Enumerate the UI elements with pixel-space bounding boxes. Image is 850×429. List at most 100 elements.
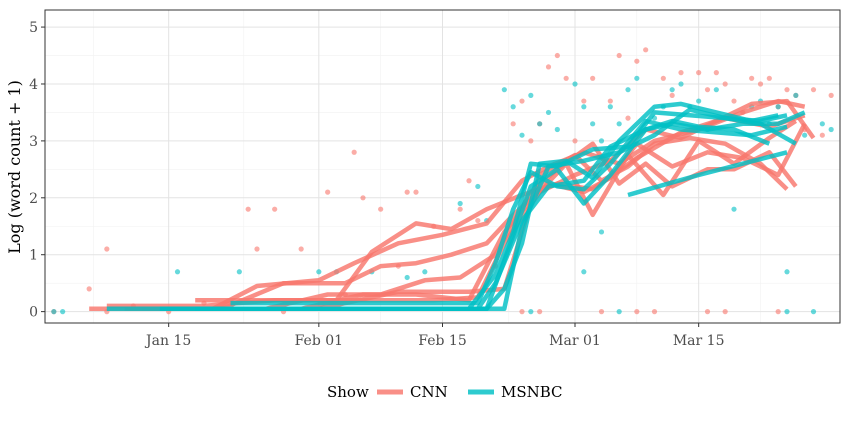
data-point-msnbc <box>634 75 640 81</box>
data-point-cnn <box>651 309 658 315</box>
series-line-msnbc <box>212 118 771 312</box>
data-point-cnn <box>298 246 304 252</box>
y-axis-title: Log (word count + 1) <box>5 80 24 254</box>
data-point-cnn <box>537 309 543 315</box>
data-point-cnn <box>616 52 622 59</box>
legend-label-msnbc: MSNBC <box>501 383 563 401</box>
data-point-msnbc <box>793 92 799 98</box>
x-tick-label: Mar 01 <box>549 333 601 349</box>
data-point-msnbc <box>554 126 560 133</box>
x-tick-label: Feb 15 <box>418 333 466 349</box>
data-point-msnbc <box>598 229 605 235</box>
legend: Show CNN MSNBC <box>327 383 563 401</box>
data-point-cnn <box>598 309 605 315</box>
data-point-cnn <box>634 58 640 64</box>
data-point-msnbc <box>510 104 516 110</box>
y-tick-label: 3 <box>29 134 38 150</box>
data-point-msnbc <box>616 121 622 127</box>
data-point-msnbc <box>607 104 613 110</box>
data-point-cnn <box>757 81 764 87</box>
data-point-cnn <box>669 92 675 98</box>
data-point-cnn <box>457 206 463 212</box>
data-point-cnn <box>704 309 711 315</box>
data-point-cnn <box>378 206 384 212</box>
data-point-cnn <box>572 138 578 144</box>
data-point-msnbc <box>404 274 410 281</box>
data-point-cnn <box>413 189 419 195</box>
data-point-cnn <box>528 138 534 144</box>
data-point-msnbc <box>501 87 507 93</box>
data-point-msnbc <box>598 138 605 144</box>
data-point-msnbc <box>828 126 834 133</box>
x-axis: Jan 15 Feb 01 Feb 15 Mar 01 Mar 15 <box>144 323 724 349</box>
data-point-msnbc <box>475 183 481 190</box>
data-point-cnn <box>678 70 684 76</box>
data-point-cnn <box>475 217 481 224</box>
data-point-cnn <box>325 189 331 195</box>
data-point-cnn <box>254 246 260 252</box>
data-point-msnbc <box>784 309 790 315</box>
data-point-msnbc <box>528 309 534 315</box>
data-point-cnn <box>545 64 552 70</box>
data-point-msnbc <box>775 104 781 110</box>
data-point-msnbc <box>457 200 463 207</box>
y-tick-label: 1 <box>29 248 38 264</box>
data-point-msnbc <box>60 309 66 315</box>
data-point-cnn <box>272 206 278 212</box>
x-tick-label: Jan 15 <box>144 333 191 349</box>
data-point-cnn <box>784 87 790 93</box>
data-point-msnbc <box>590 121 596 127</box>
data-point-cnn <box>713 70 719 76</box>
data-point-cnn <box>766 75 772 81</box>
y-tick-label: 5 <box>29 20 38 36</box>
data-point-cnn <box>819 132 825 138</box>
data-point-cnn <box>607 98 613 104</box>
data-point-cnn <box>351 149 357 155</box>
series-line-msnbc <box>627 150 788 198</box>
series-line-msnbc <box>257 107 797 312</box>
data-point-cnn <box>828 92 834 98</box>
data-point-msnbc <box>581 269 587 275</box>
data-point-msnbc <box>572 81 578 87</box>
data-point-msnbc <box>422 269 428 275</box>
data-point-msnbc <box>236 269 242 275</box>
data-point-msnbc <box>581 104 587 110</box>
data-point-msnbc <box>528 92 534 98</box>
data-point-cnn <box>86 286 92 292</box>
data-point-msnbc <box>713 87 719 93</box>
data-point-cnn <box>590 75 596 81</box>
data-point-cnn <box>731 98 737 104</box>
data-point-cnn <box>466 178 472 184</box>
data-point-cnn <box>245 206 251 212</box>
data-point-cnn <box>360 195 366 201</box>
legend-label-cnn: CNN <box>410 383 448 401</box>
data-point-msnbc <box>678 81 684 87</box>
series-line-msnbc <box>230 118 788 306</box>
data-point-cnn <box>722 81 728 87</box>
data-point-msnbc <box>316 269 322 275</box>
data-point-cnn <box>563 75 569 81</box>
data-point-cnn <box>510 121 516 127</box>
x-tick-label: Feb 01 <box>295 333 343 349</box>
data-point-msnbc <box>537 121 543 127</box>
y-tick-label: 0 <box>29 305 38 321</box>
data-point-msnbc <box>810 309 817 315</box>
data-point-msnbc <box>519 132 525 138</box>
data-point-msnbc <box>625 87 631 93</box>
data-point-msnbc <box>545 109 552 116</box>
data-point-msnbc <box>784 269 790 275</box>
data-point-msnbc <box>696 98 702 104</box>
y-tick-label: 2 <box>29 191 38 207</box>
data-point-msnbc <box>819 121 825 127</box>
legend-title: Show <box>327 383 369 401</box>
y-tick-label: 4 <box>29 77 38 93</box>
x-tick-label: Mar 15 <box>673 333 725 349</box>
data-point-cnn <box>519 309 525 315</box>
data-point-cnn <box>810 87 817 93</box>
lines-layer <box>89 98 816 312</box>
data-point-cnn <box>404 189 410 195</box>
data-point-cnn <box>722 309 728 315</box>
data-point-cnn <box>660 75 666 81</box>
